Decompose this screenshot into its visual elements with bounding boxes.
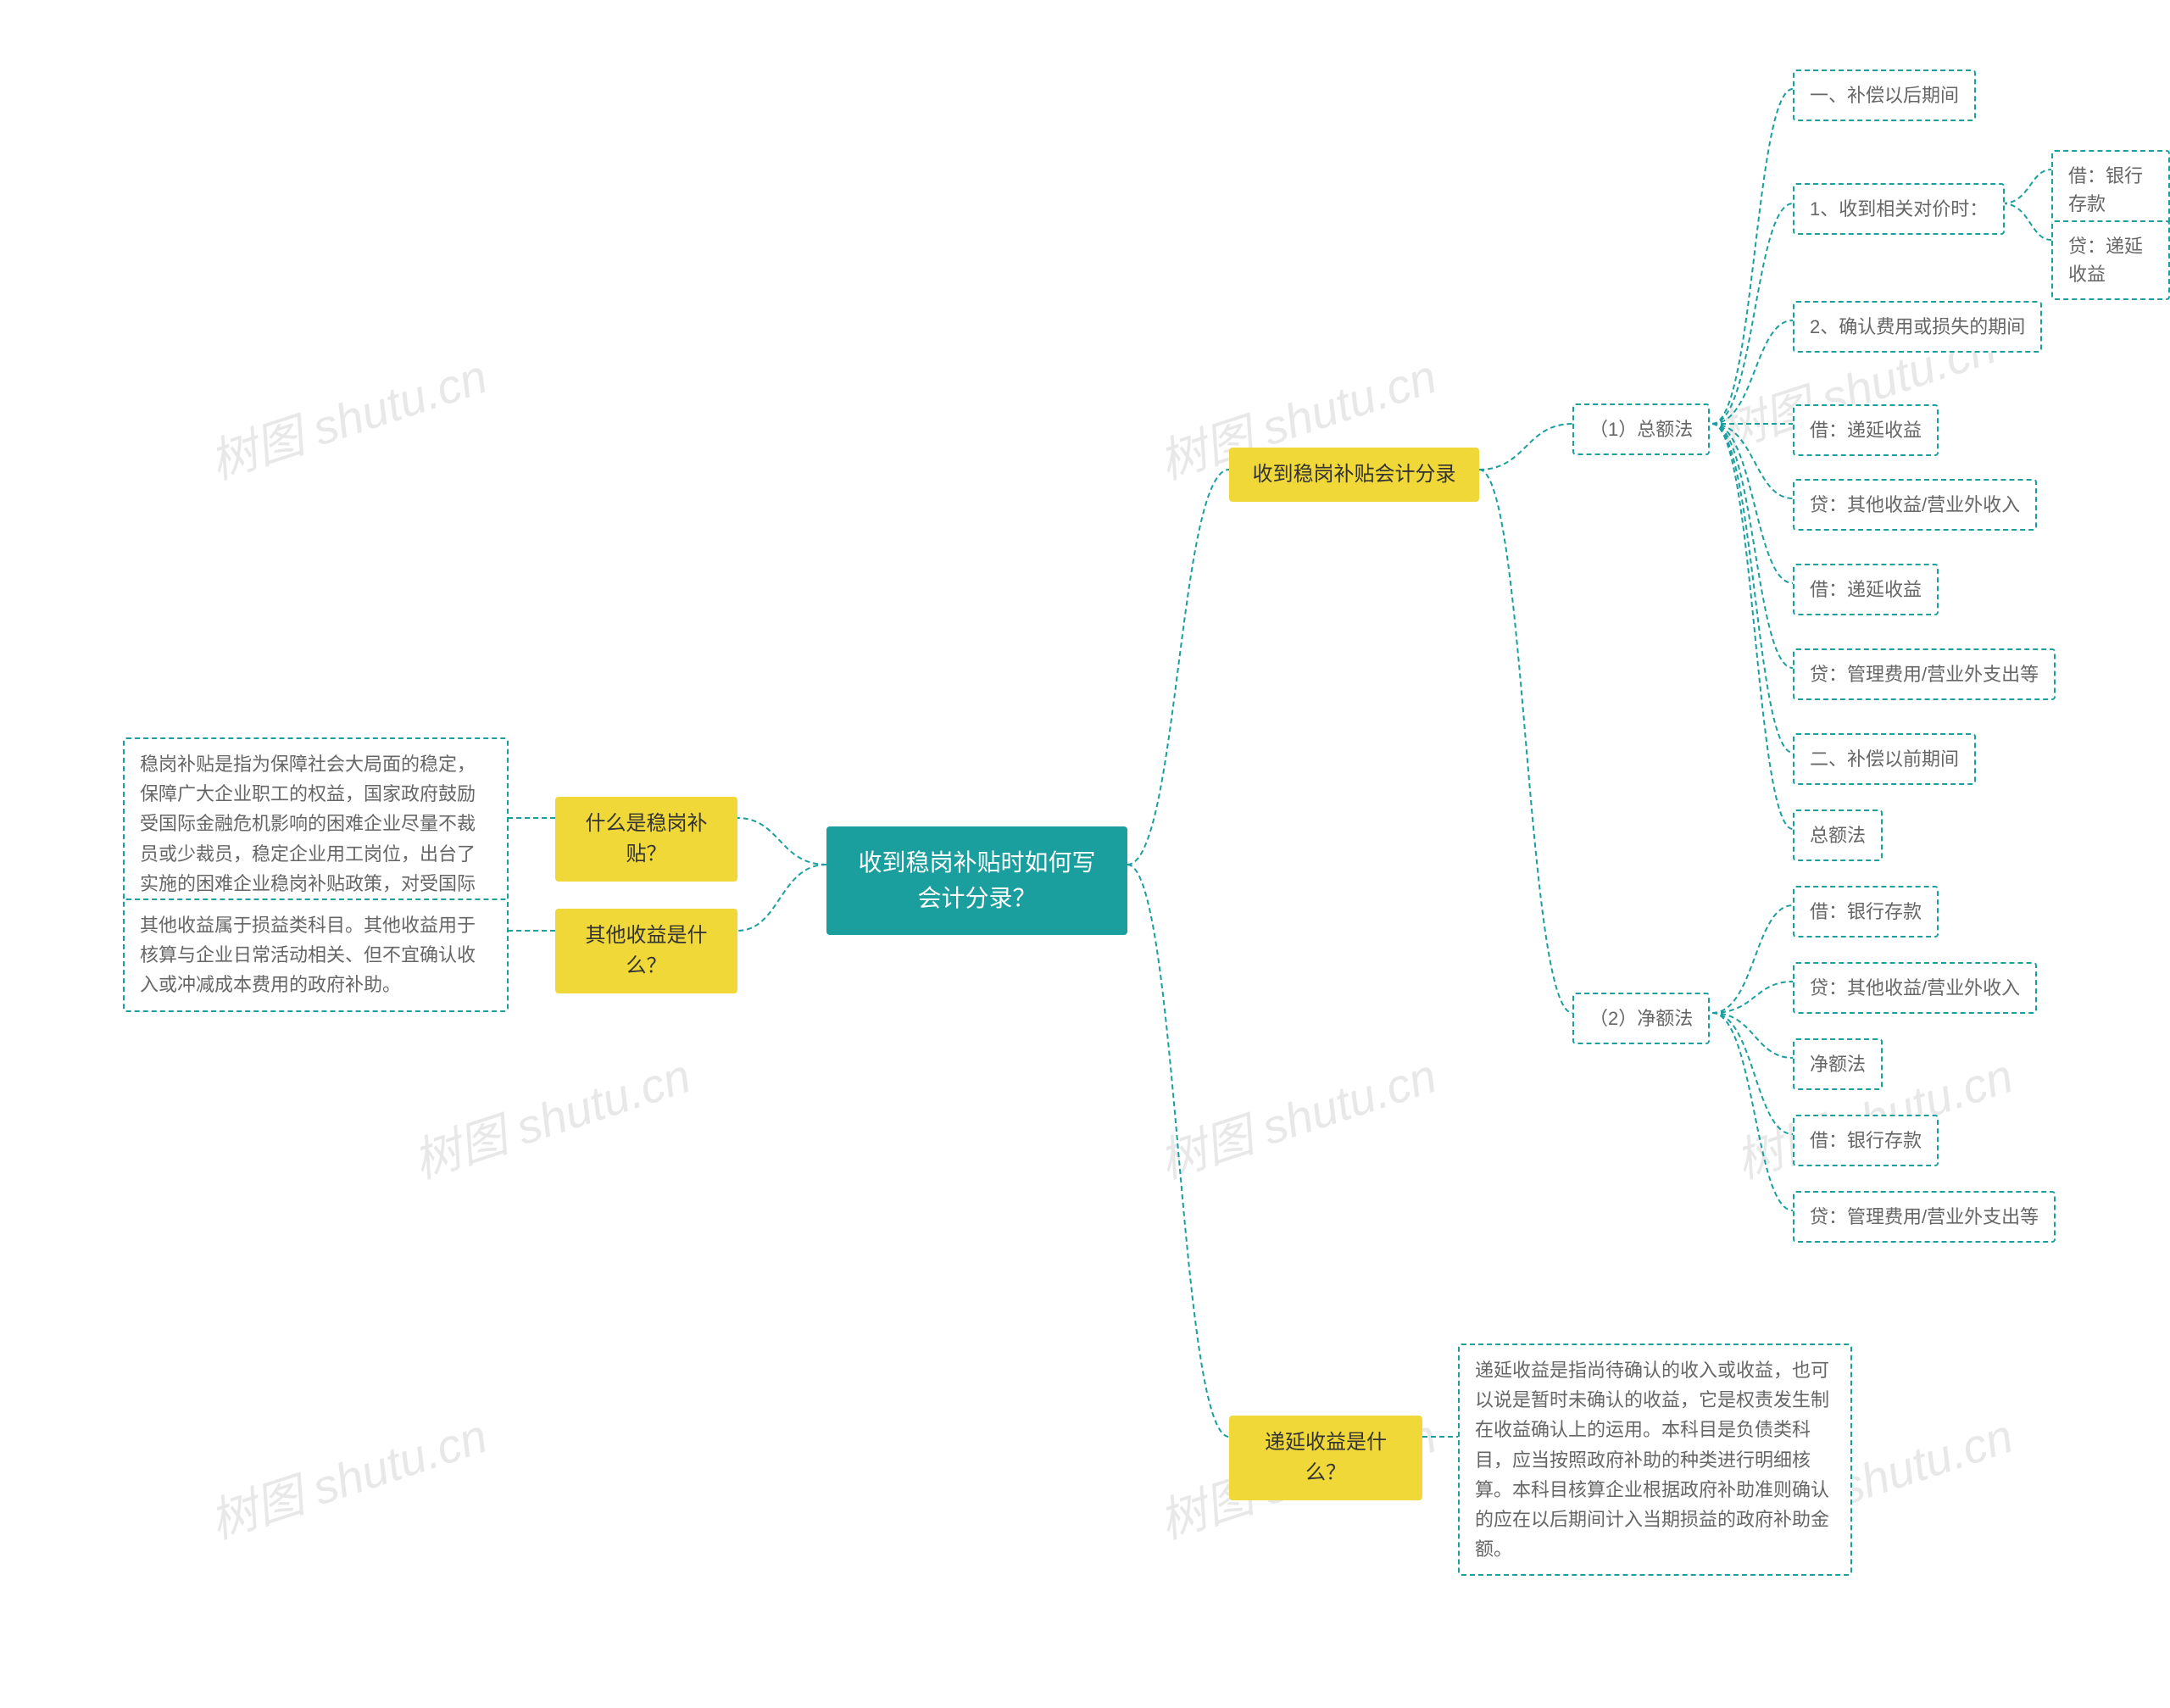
- watermark: 树图 shutu.cn: [1149, 1038, 1444, 1193]
- watermark: 树图 shutu.cn: [200, 339, 495, 493]
- root-node: 收到稳岗补贴时如何写会计分录？: [826, 826, 1127, 935]
- leaf-gross-4: 借：递延收益: [1793, 404, 1939, 456]
- leaf-gross-3: 2、确认费用或损失的期间: [1793, 301, 2042, 353]
- leaf-net-1: 借：银行存款: [1793, 886, 1939, 937]
- leaf-net-5: 贷：管理费用/营业外支出等: [1793, 1191, 2056, 1243]
- watermark: 树图 shutu.cn: [403, 1038, 698, 1193]
- branch-accounting-entry: 收到稳岗补贴会计分录: [1229, 448, 1479, 502]
- leaf-gross-6: 借：递延收益: [1793, 564, 1939, 615]
- leaf-gross-8: 二、补偿以前期间: [1793, 733, 1976, 785]
- sub-net-method: （2）净额法: [1572, 993, 1710, 1044]
- leaf-gross-5: 贷：其他收益/营业外收入: [1793, 479, 2037, 531]
- leaf-other-income-text: 其他收益属于损益类科目。其他收益用于核算与企业日常活动相关、但不宜确认收入或冲减…: [123, 899, 509, 1012]
- branch-whatis-subsidy: 什么是稳岗补贴？: [555, 797, 737, 882]
- leaf-net-4: 借：银行存款: [1793, 1115, 1939, 1166]
- leaf-gross-7: 贷：管理费用/营业外支出等: [1793, 648, 2056, 700]
- leaf-gross-2b: 贷：递延收益: [2051, 220, 2170, 300]
- leaf-deferred-income-text: 递延收益是指尚待确认的收入或收益，也可以说是暂时未确认的收益，它是权责发生制在收…: [1458, 1344, 1852, 1576]
- leaf-gross-1: 一、补偿以后期间: [1793, 70, 1976, 121]
- leaf-net-2: 贷：其他收益/营业外收入: [1793, 962, 2037, 1014]
- watermark: 树图 shutu.cn: [200, 1399, 495, 1553]
- leaf-gross-2: 1、收到相关对价时：: [1793, 183, 2005, 235]
- leaf-net-3: 净额法: [1793, 1038, 1883, 1090]
- leaf-gross-2a: 借：银行存款: [2051, 150, 2170, 230]
- branch-deferred-income: 递延收益是什么？: [1229, 1416, 1422, 1500]
- branch-other-income: 其他收益是什么？: [555, 909, 737, 993]
- leaf-gross-9: 总额法: [1793, 809, 1883, 861]
- sub-gross-method: （1）总额法: [1572, 403, 1710, 455]
